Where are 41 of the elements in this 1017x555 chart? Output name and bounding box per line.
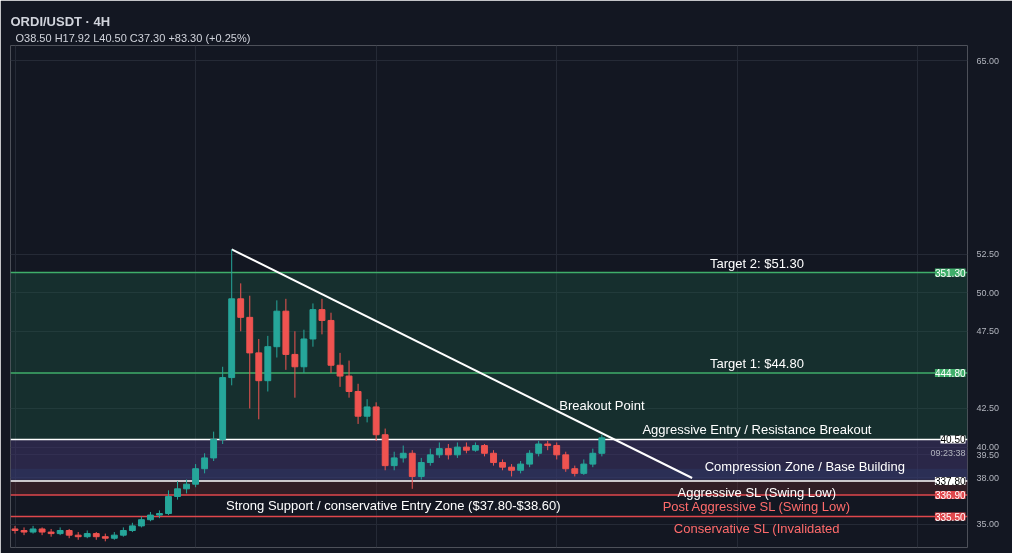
annotation: 336.90 xyxy=(934,489,966,501)
candlestick xyxy=(589,448,597,468)
annotation: 351.30 xyxy=(934,267,966,279)
y-tick-label: 38.00 xyxy=(976,472,1000,483)
candlestick xyxy=(417,457,425,481)
chart-title: ORDI/USDT · 4H xyxy=(10,13,111,29)
y-tick-label: 47.50 xyxy=(976,326,1000,337)
ref-line-label: Target 1: $44.80 xyxy=(709,355,804,371)
candlestick xyxy=(47,528,55,538)
y-tick-label: 52.50 xyxy=(976,249,1000,260)
band-label: Strong Support / conservative Entry Zone ($37.80-$38.60) xyxy=(226,498,561,514)
candlestick xyxy=(318,298,326,335)
candlestick xyxy=(192,463,200,488)
ref-line-label: Aggressive Entry / Resistance Breakout xyxy=(642,422,872,438)
candlestick xyxy=(390,451,398,471)
chart-subtitle: O38.50 H17.92 L40.50 C37.30 +83.30 (+0.25%) xyxy=(15,31,251,44)
annotation: 335.50 xyxy=(934,511,966,523)
annotation: 40.50 xyxy=(940,434,966,446)
candlestick xyxy=(237,282,245,332)
candlestick xyxy=(562,451,570,473)
ref-line-label: Target 2: $51.30 xyxy=(709,255,804,271)
candlestick xyxy=(408,449,416,490)
y-tick-label: 65.00 xyxy=(976,55,1000,66)
annotation: Breakout Point xyxy=(559,397,645,413)
candlestick xyxy=(291,330,299,399)
annotation: 09:23:38 xyxy=(930,448,966,459)
y-tick-label: 35.00 xyxy=(976,519,1000,530)
candlestick xyxy=(363,398,371,423)
candlestick xyxy=(174,480,181,501)
candlestick xyxy=(210,431,218,462)
annotation: Compression Zone / Base Building xyxy=(704,459,905,475)
ref-line-label: Conservative SL (Invalidated xyxy=(673,520,840,536)
annotation: 444.80 xyxy=(934,367,966,379)
candlestick xyxy=(336,352,344,388)
candlestick xyxy=(165,489,172,516)
candlestick xyxy=(598,434,606,457)
y-tick-label: 42.50 xyxy=(976,403,1000,414)
annotation: 337.80 xyxy=(934,476,966,488)
candlestick xyxy=(201,452,209,474)
y-tick-label: 50.00 xyxy=(976,287,1000,298)
candlestick xyxy=(345,360,353,399)
